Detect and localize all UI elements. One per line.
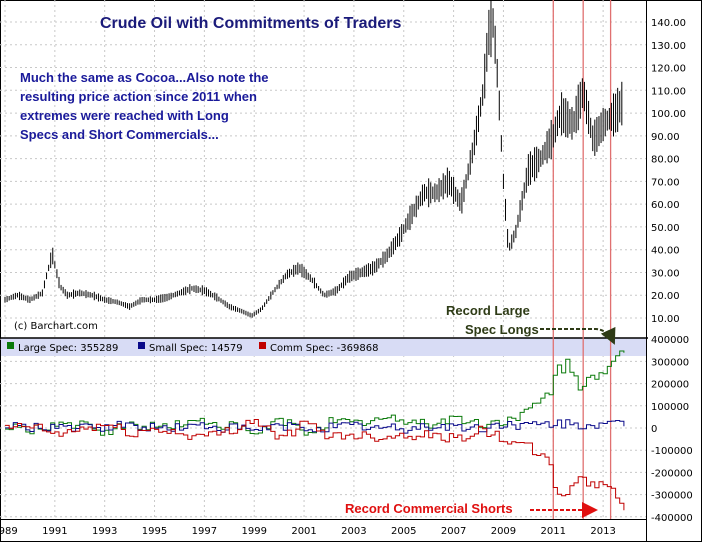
legend-swatch-large-spec — [7, 342, 14, 349]
cot-tick-label: 100000 — [651, 402, 689, 413]
x-tick-label: 2011 — [541, 526, 566, 537]
note-line-3: extremes were reached with Long — [20, 108, 229, 123]
cot-tick-label: -400000 — [651, 513, 693, 524]
legend-swatch-comm-spec — [259, 342, 266, 349]
cot-tick-label: 400000 — [651, 335, 689, 346]
note-line-4: Specs and Short Commercials... — [20, 127, 219, 142]
legend-label-small-spec: Small Spec: 14579 — [149, 343, 243, 354]
cot-tick-label: 0 — [651, 424, 657, 435]
x-tick-label: 1991 — [42, 526, 67, 537]
x-tick-label: 2005 — [391, 526, 416, 537]
price-tick-label: 40.00 — [651, 246, 680, 257]
price-tick-label: 130.00 — [651, 41, 686, 52]
cot-series-comm-spec — [5, 419, 625, 511]
copyright-label: (c) Barchart.com — [14, 321, 98, 332]
x-tick-label: 1995 — [142, 526, 167, 537]
x-tick-label: 1997 — [192, 526, 217, 537]
chart-title: Crude Oil with Commitments of Traders — [100, 15, 401, 32]
price-tick-label: 120.00 — [651, 64, 686, 75]
note-line-1: Much the same as Cocoa...Also note the — [20, 70, 269, 85]
x-tick-label: 2001 — [291, 526, 316, 537]
x-tick-label: 2007 — [441, 526, 466, 537]
price-axis-ticks: 10.00 20.00 30.00 40.00 50.00 60.00 70.00 80.00… — [651, 18, 686, 325]
cot-tick-label: -300000 — [651, 491, 693, 502]
annotation-arrow-green — [540, 326, 616, 345]
price-tick-label: 70.00 — [651, 177, 680, 188]
vertical-markers — [552, 0, 612, 519]
note-line-2: resulting price action since 2011 when — [20, 89, 257, 104]
cot-axis-ticks: 400000 300000 200000 100000 0 -100000 -200000 -… — [651, 335, 693, 524]
price-tick-label: 30.00 — [651, 268, 680, 279]
cot-tick-label: 200000 — [651, 380, 689, 391]
x-tick-label: 1993 — [92, 526, 117, 537]
legend-band — [1, 338, 646, 356]
x-tick-label: 2013 — [590, 526, 615, 537]
legend-swatch-small-spec — [138, 342, 145, 349]
price-tick-label: 10.00 — [651, 314, 680, 325]
x-tick-label: 2009 — [491, 526, 516, 537]
x-tick-label: 2003 — [341, 526, 366, 537]
price-series — [4, 0, 623, 318]
annotation-record-commercial-shorts: Record Commercial Shorts — [345, 501, 513, 516]
legend: Large Spec: 355289 Small Spec: 14579 Com… — [7, 342, 378, 354]
price-tick-label: 50.00 — [651, 223, 680, 234]
x-tick-label: 1989 — [0, 526, 18, 537]
price-tick-label: 100.00 — [651, 109, 686, 120]
x-tick-label: 1999 — [241, 526, 266, 537]
price-tick-label: 90.00 — [651, 132, 680, 143]
legend-label-large-spec: Large Spec: 355289 — [18, 343, 118, 354]
price-tick-label: 140.00 — [651, 18, 686, 29]
price-tick-label: 80.00 — [651, 155, 680, 166]
cot-tick-label: -100000 — [651, 446, 693, 457]
cot-series-small-spec — [5, 419, 625, 434]
price-tick-label: 20.00 — [651, 291, 680, 302]
cot-tick-label: 300000 — [651, 357, 689, 368]
legend-label-comm-spec: Comm Spec: -369868 — [270, 343, 378, 354]
price-tick-label: 110.00 — [651, 86, 686, 97]
x-axis-ticks: 1989 1991 1993 1995 1997 1999 2001 2003 2005 2007… — [0, 526, 616, 537]
price-gridlines — [0, 0, 646, 519]
cot-series — [5, 350, 625, 511]
annotation-record-large-line-2: Spec Longs — [465, 322, 539, 337]
price-tick-label: 60.00 — [651, 200, 680, 211]
annotation-record-large-line-1: Record Large — [446, 303, 530, 318]
cot-tick-label: -200000 — [651, 468, 693, 479]
